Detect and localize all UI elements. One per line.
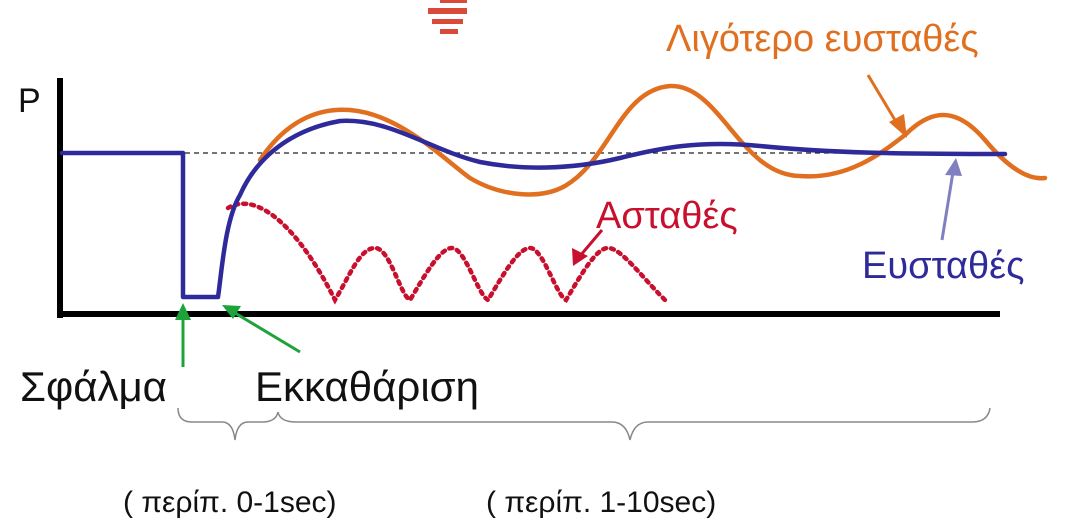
less-stable-curve [257,83,1048,197]
short-period-label: ( περίπ. 0-1sec) [123,486,337,519]
unstable-arrow [578,229,604,257]
y-axis-label: P [18,82,41,120]
stable-arrow [940,171,955,241]
clearing-label: Εκκαθάριση [255,363,479,410]
less-stable-arrowhead [889,114,907,138]
clearing-arrowhead [222,305,241,319]
less-stable-arrow [866,74,900,126]
short-period-brace [177,407,279,441]
stable-curve [59,118,1008,300]
fault-arrowhead [175,303,191,320]
ground-symbol-icon [428,0,467,34]
less-stable-label: Λιγότερο ευσταθές [666,18,979,60]
long-period-label: ( περίπ. 1-10sec) [486,486,717,519]
stable-label: Ευσταθές [862,245,1025,287]
unstable-arrowhead [572,248,588,266]
stable-arrowhead [945,158,962,176]
long-period-brace [277,407,991,441]
fault-label: Σφάλμα [20,363,167,410]
unstable-label: Ασταθές [596,195,738,237]
unstable-curve [225,201,668,305]
clearing-arrow [234,311,301,354]
